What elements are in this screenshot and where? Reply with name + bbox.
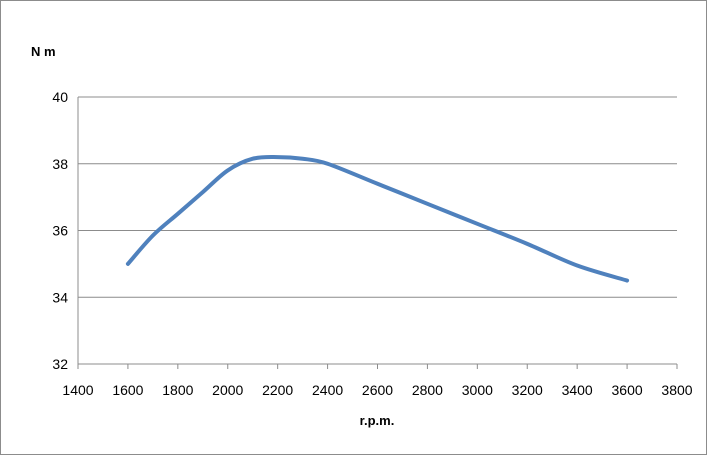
y-tick-label: 36	[52, 223, 68, 239]
x-tick-label: 1400	[62, 382, 93, 398]
y-tick-label: 40	[52, 89, 68, 105]
y-tick-labels: 32 34 36 38 40	[52, 89, 68, 372]
y-axis-title: N m	[31, 44, 56, 59]
x-tick-label: 3000	[462, 382, 493, 398]
x-tick-label: 1600	[112, 382, 143, 398]
x-tick-label: 2600	[362, 382, 393, 398]
y-tick-label: 34	[52, 289, 68, 305]
y-tick-label: 32	[52, 356, 68, 372]
x-tick-label: 3400	[562, 382, 593, 398]
axes	[77, 97, 678, 369]
x-tick-labels: 1400 1600 1800 2000 2200 2400 2600 2800 3000 3200…	[62, 382, 692, 398]
x-tick-label: 2400	[312, 382, 343, 398]
series-lines	[125, 155, 630, 283]
x-axis-title: r.p.m.	[360, 413, 395, 428]
x-tick-label: 2200	[262, 382, 293, 398]
y-tick-label: 38	[52, 156, 68, 172]
x-tick-label: 1800	[162, 382, 193, 398]
x-tick-label: 3800	[661, 382, 692, 398]
x-tick-label: 2800	[412, 382, 443, 398]
x-tick-label: 2000	[212, 382, 243, 398]
x-tick-label: 3200	[512, 382, 543, 398]
series-line	[125, 155, 630, 283]
grid-lines	[78, 96, 677, 298]
x-tick-label: 3600	[612, 382, 643, 398]
